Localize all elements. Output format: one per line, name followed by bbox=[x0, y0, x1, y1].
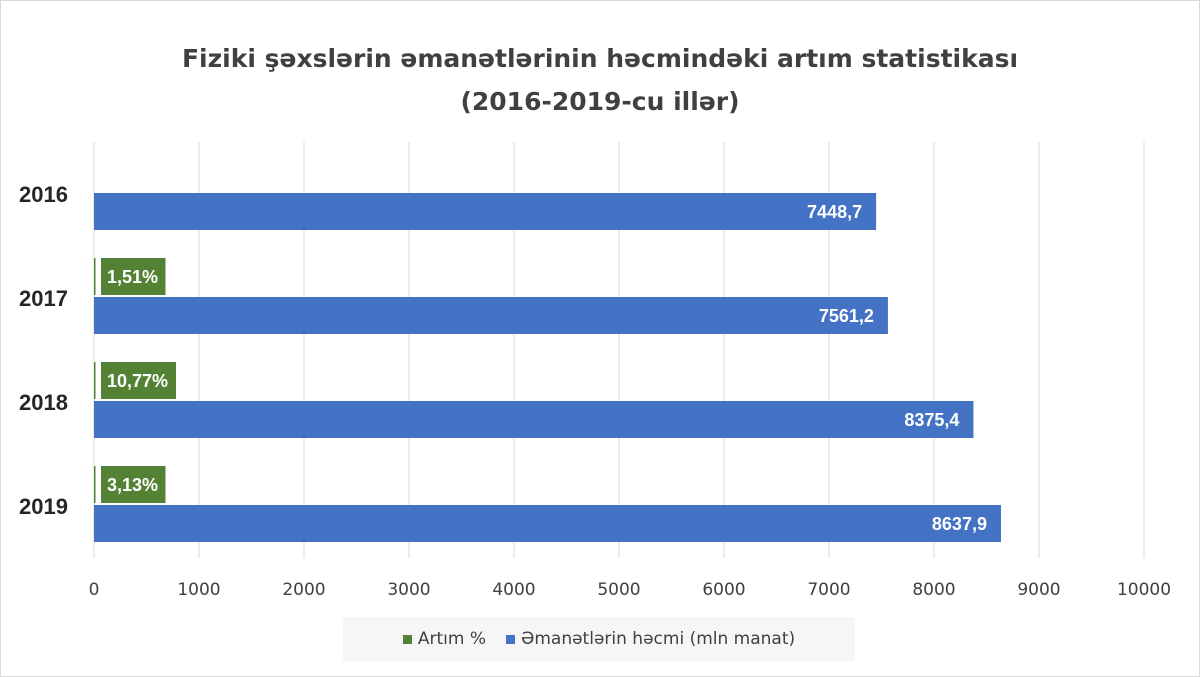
y-tick-label-2016: 2016 bbox=[19, 182, 68, 207]
bar-deposits-2016 bbox=[94, 193, 877, 230]
bar-deposits-2017 bbox=[94, 297, 888, 334]
bar-growth-2018 bbox=[94, 362, 96, 399]
x-tick-label-0: 0 bbox=[89, 580, 100, 600]
data-label-deposits-2019: 8637,9 bbox=[932, 514, 987, 534]
data-label-box-growth-2018 bbox=[101, 362, 176, 399]
y-tick-label-2018: 2018 bbox=[19, 390, 68, 415]
legend-label-deposits: Əmanətlərin həcmi (mln manat) bbox=[520, 629, 796, 649]
x-tick-label-5000: 5000 bbox=[597, 580, 640, 600]
bar-growth-2017 bbox=[94, 258, 96, 295]
legend-label-growth: Artım % bbox=[417, 629, 486, 649]
x-tick-label-8000: 8000 bbox=[912, 580, 955, 600]
x-tick-label-4000: 4000 bbox=[492, 580, 535, 600]
legend: Artım % Əmanətlərin həcmi (mln manat) bbox=[343, 617, 855, 661]
legend-item-deposits: Əmanətlərin həcmi (mln manat) bbox=[505, 629, 796, 649]
x-tick-label-2000: 2000 bbox=[282, 580, 325, 600]
bar-deposits-2019 bbox=[94, 505, 1001, 542]
legend-item-growth: Artım % bbox=[402, 629, 486, 649]
data-label-deposits-2016: 7448,7 bbox=[807, 202, 862, 222]
x-tick-label-1000: 1000 bbox=[177, 580, 220, 600]
legend-swatch-growth bbox=[402, 634, 412, 644]
y-tick-label-2019: 2019 bbox=[19, 494, 68, 519]
legend-swatch-deposits bbox=[505, 634, 515, 644]
x-tick-label-10000: 10000 bbox=[1117, 580, 1171, 600]
x-tick-label-7000: 7000 bbox=[807, 580, 850, 600]
bar-growth-2019 bbox=[94, 466, 96, 503]
x-tick-label-9000: 9000 bbox=[1017, 580, 1060, 600]
data-label-box-growth-2017 bbox=[101, 258, 166, 295]
y-tick-label-2017: 2017 bbox=[19, 286, 68, 311]
x-tick-label-6000: 6000 bbox=[702, 580, 745, 600]
data-label-box-growth-2019 bbox=[101, 466, 166, 503]
data-label-growth-2019: 3,13% bbox=[107, 475, 158, 495]
bar-deposits-2018 bbox=[94, 401, 974, 438]
data-label-deposits-2018: 8375,4 bbox=[904, 410, 959, 430]
chart-subtitle: (2016-2019-cu illər) bbox=[460, 87, 740, 116]
data-label-growth-2018: 10,77% bbox=[107, 371, 168, 391]
data-label-deposits-2017: 7561,2 bbox=[819, 306, 874, 326]
chart-title: Fiziki şəxslərin əmanətlərinin həcmindək… bbox=[181, 44, 1019, 73]
data-label-growth-2017: 1,51% bbox=[107, 267, 158, 287]
x-tick-label-3000: 3000 bbox=[387, 580, 430, 600]
